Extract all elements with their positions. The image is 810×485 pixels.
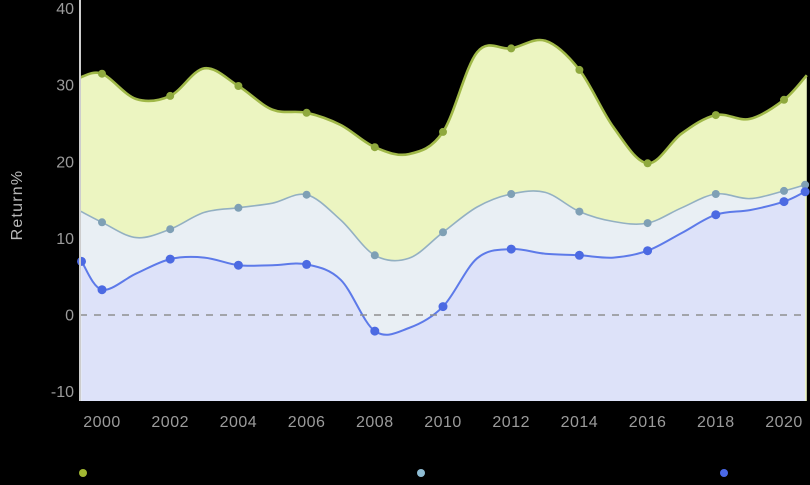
y-tick-label: 20 [56,154,74,171]
series-blue-marker [800,187,810,197]
series-lightblue-marker [507,190,516,198]
series-blue-area [81,191,806,401]
y-tick-label: 10 [56,231,74,248]
y-tick-label: 0 [65,308,74,325]
series-green-marker [575,65,584,74]
series-blue-marker [97,285,107,295]
series-green-marker [439,127,447,136]
series-green-marker [98,69,106,78]
series-blue-marker [302,259,312,269]
series-blue-marker [438,302,448,312]
series-blue-marker [779,197,789,207]
series-lightblue-marker [370,251,379,260]
x-tick-label: 2014 [561,414,599,431]
x-tick-label: 2008 [356,414,394,431]
series-lightblue-marker [166,225,175,234]
x-tick-label: 2000 [83,414,121,431]
y-tick-label: -10 [51,384,74,401]
y-tick-label: 40 [56,1,74,18]
legend-dot-green[interactable] [79,469,87,477]
legend-dot-lightblue[interactable] [417,469,425,477]
x-tick-label: 2020 [765,414,803,431]
x-tick-label: 2004 [220,414,258,431]
y-axis-title: Return% [9,169,26,241]
series-lightblue-marker [780,186,788,195]
series-lightblue-marker [575,207,584,216]
series-green-marker [711,111,720,120]
series-green-marker [370,143,379,152]
series-lightblue-marker [801,180,810,189]
series-green-marker [643,159,652,168]
x-tick-label: 2018 [697,414,735,431]
series-blue-marker [370,326,380,336]
series-lightblue-marker [234,203,243,212]
x-tick-label: 2010 [424,414,462,431]
series-green-marker [507,44,516,53]
x-tick-label: 2012 [492,414,530,431]
y-tick-label: 30 [56,78,74,95]
series-blue-marker [506,244,516,254]
series-blue-marker [165,254,175,264]
series-lightblue-marker [439,228,447,237]
series-lightblue-marker [98,218,106,227]
series-green-marker [302,108,311,117]
series-green-marker [234,82,243,90]
series-blue-marker [643,246,653,256]
x-tick-label: 2016 [629,414,667,431]
series-blue-marker [711,210,721,220]
series-blue-marker [574,250,584,260]
series-lightblue-marker [711,190,720,198]
x-tick-label: 2006 [288,414,326,431]
series-blue-marker [77,256,86,266]
legend-dot-blue[interactable] [720,469,728,477]
x-tick-label: 2002 [151,414,189,431]
series-lightblue-marker [302,190,311,199]
series-blue-marker [233,260,243,270]
series-green-marker [780,95,788,104]
series-green-marker [166,91,175,100]
series-lightblue-marker [643,219,652,228]
